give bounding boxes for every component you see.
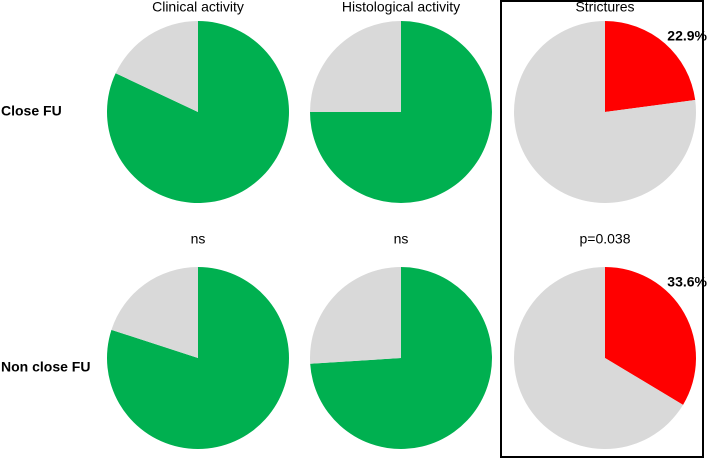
highlight-box [500, 0, 704, 458]
row-label: Close FU [1, 103, 62, 119]
pie-slice [605, 267, 696, 405]
pie-slice [514, 267, 684, 449]
comparison-label: p=0.038 [580, 231, 631, 247]
pie-slice [310, 21, 401, 112]
pie-slice [107, 21, 289, 204]
row-label: Non close FU [1, 359, 90, 375]
value-label: 33.6% [667, 274, 707, 290]
column-title: Strictures [575, 0, 634, 15]
comparison-label: ns [394, 231, 409, 247]
pie-slice [514, 20, 696, 204]
pie-slice [115, 21, 198, 112]
column-title: Histological activity [342, 0, 460, 15]
column-title: Clinical activity [152, 0, 244, 15]
pie-slice [111, 267, 198, 358]
comparison-label: ns [191, 231, 206, 247]
value-label: 22.9% [667, 28, 707, 44]
pie-slice [605, 21, 696, 112]
pie-slice [310, 267, 492, 450]
pie-slice [310, 267, 401, 364]
